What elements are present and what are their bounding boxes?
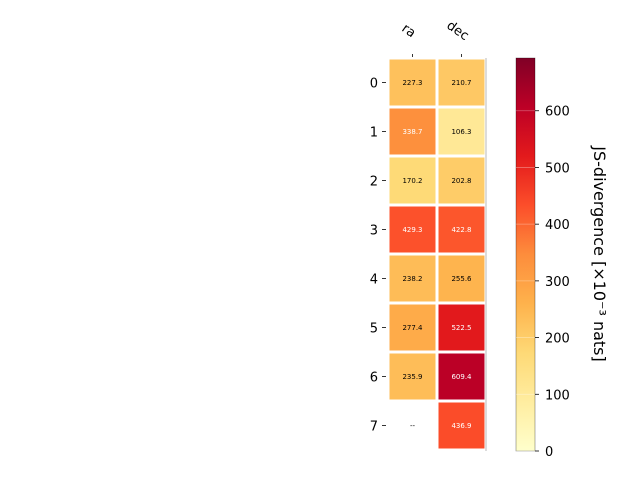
- cell-value-label: 238.2: [402, 275, 422, 283]
- heatmap-cell: [438, 304, 485, 351]
- colorbar-tick-label: 0: [545, 445, 553, 460]
- row-tick-label: 6: [370, 371, 378, 386]
- heatmap-cell-labels: 227.3 210.7 338.7 106.3 170.2 202.8 429.3 422.8…: [402, 79, 472, 430]
- cell-value-label: 202.8: [451, 177, 471, 185]
- heatmap-cell: [438, 108, 485, 155]
- heatmap-cell: [389, 157, 436, 204]
- cell-value-label: 106.3: [451, 128, 471, 136]
- cell-value-label: 522.5: [451, 324, 471, 332]
- colorbar-gradient: [515, 57, 536, 452]
- row-tick-label: 1: [370, 126, 378, 141]
- heatmap-cell: [438, 59, 485, 106]
- row-tick-label: 2: [370, 175, 378, 190]
- cell-value-label: 277.4: [402, 324, 423, 332]
- cell-value-label: --: [410, 422, 416, 430]
- row-ticks: 0 1 2 3 4 5 6 7: [370, 77, 386, 435]
- heatmap-cell: [389, 304, 436, 351]
- heatmap-cells: [389, 59, 485, 449]
- colorbar-label: JS-divergence [×10⁻³ nats]: [590, 145, 609, 361]
- cell-value-label: 255.6: [451, 275, 472, 283]
- cell-value-label: 609.4: [451, 373, 472, 381]
- heatmap-cell: [438, 353, 485, 400]
- row-tick-label: 4: [370, 273, 378, 288]
- column-tick-label: ra: [399, 21, 419, 41]
- row-tick-label: 0: [370, 77, 378, 92]
- colorbar-tick-label: 600: [545, 105, 570, 120]
- heatmap-cell: [389, 59, 436, 106]
- cell-value-label: 227.3: [402, 79, 422, 87]
- colorbar-tick-label: 200: [545, 332, 570, 347]
- heatmap-cell: [389, 206, 436, 253]
- heatmap-cell: [438, 255, 485, 302]
- colorbar-tick-label: 100: [545, 388, 570, 403]
- heatmap-cell: [438, 157, 485, 204]
- row-tick-label: 5: [370, 322, 378, 337]
- cell-value-label: 338.7: [402, 128, 422, 136]
- cell-value-label: 422.8: [451, 226, 471, 234]
- colorbar-tick-label: 300: [545, 275, 570, 290]
- colorbar-tick-label: 400: [545, 218, 570, 233]
- row-tick-label: 7: [370, 420, 378, 435]
- heatmap-cell: [438, 206, 485, 253]
- heatmap-cell: [389, 255, 436, 302]
- heatmap-cell: [389, 353, 436, 400]
- cell-value-label: 436.9: [451, 422, 471, 430]
- heatmap-cell: [438, 402, 485, 449]
- colorbar-tick-label: 500: [545, 161, 570, 176]
- cell-value-label: 429.3: [402, 226, 422, 234]
- cell-value-label: 235.9: [402, 373, 422, 381]
- colorbar: 0 100 200 300 400 500 600 JS-divergence [×10⁻³…: [515, 57, 609, 460]
- cell-value-label: 170.2: [402, 177, 422, 185]
- heatmap-cell: [389, 108, 436, 155]
- column-tick-label: dec: [444, 18, 472, 44]
- row-tick-label: 3: [370, 224, 378, 239]
- colorbar-ticks: 0 100 200 300 400 500 600: [516, 105, 570, 460]
- column-ticks: ra dec: [399, 18, 472, 57]
- cell-value-label: 210.7: [451, 79, 471, 87]
